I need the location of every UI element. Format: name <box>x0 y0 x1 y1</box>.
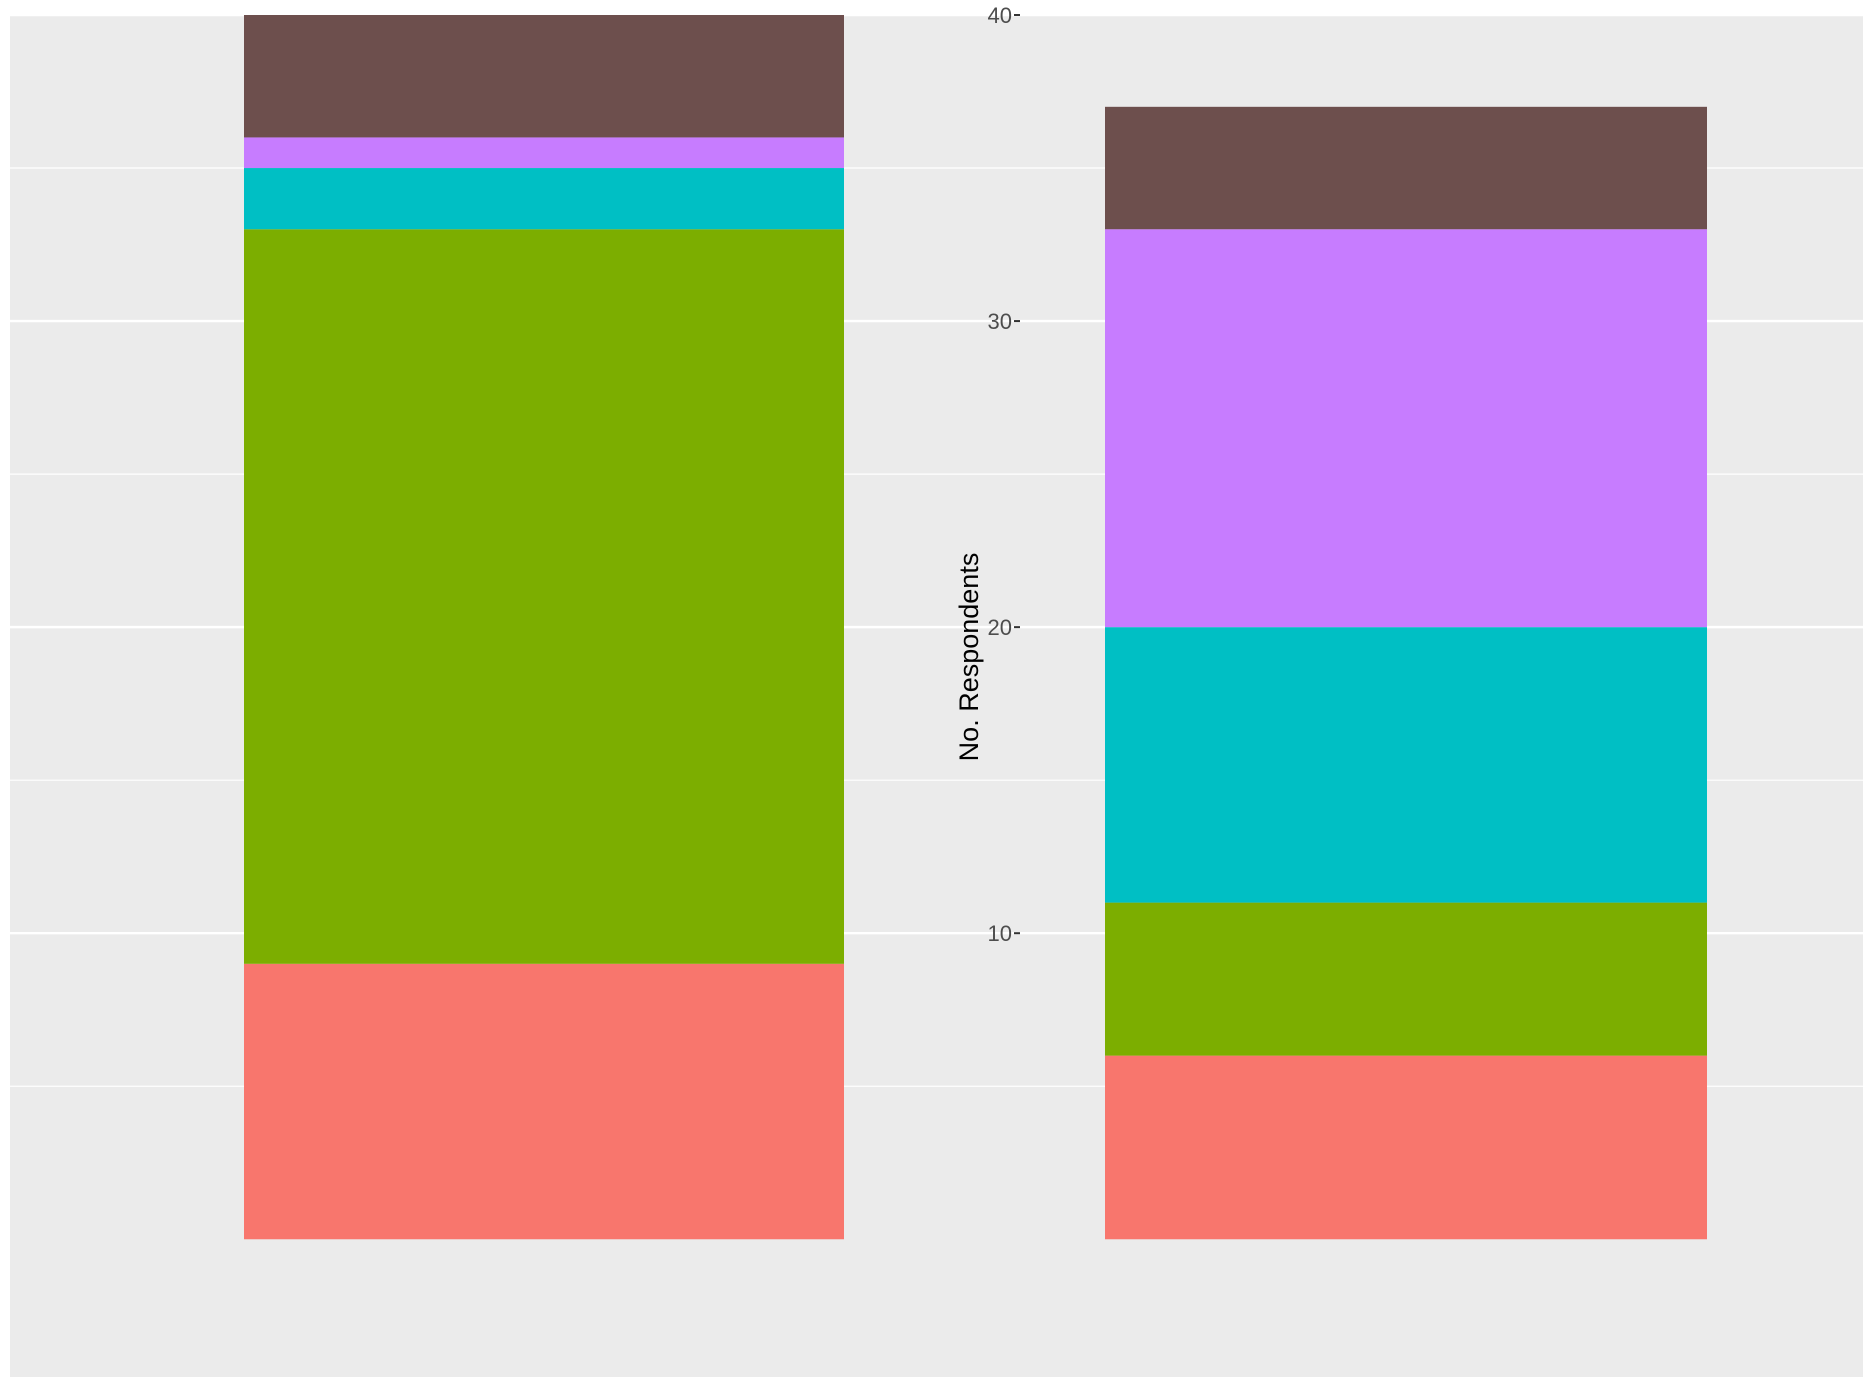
y-tick-label-10: 10 <box>988 921 1012 946</box>
bar-segment-2-4 <box>1105 229 1707 628</box>
y-axis-title: No. Respondents <box>954 553 984 762</box>
y-tick-label-40: 40 <box>988 3 1012 28</box>
bar-segment-1-1 <box>244 963 844 1240</box>
bar-segment-2-2 <box>1105 902 1707 1056</box>
bars <box>244 15 1707 1240</box>
bar-segment-2-3 <box>1105 627 1707 903</box>
y-axis-ticks: 10 20 30 40 <box>988 3 1020 946</box>
bar-segment-1-2 <box>244 229 844 964</box>
y-tick-label-30: 30 <box>988 309 1012 334</box>
bar-segment-2-5 <box>1105 106 1707 230</box>
y-tick-label-20: 20 <box>988 615 1012 640</box>
bar-segment-1-3 <box>244 168 844 230</box>
bar-segment-1-5 <box>244 15 844 138</box>
bar-segment-1-4 <box>244 137 844 169</box>
bar-segment-2-1 <box>1105 1055 1707 1240</box>
